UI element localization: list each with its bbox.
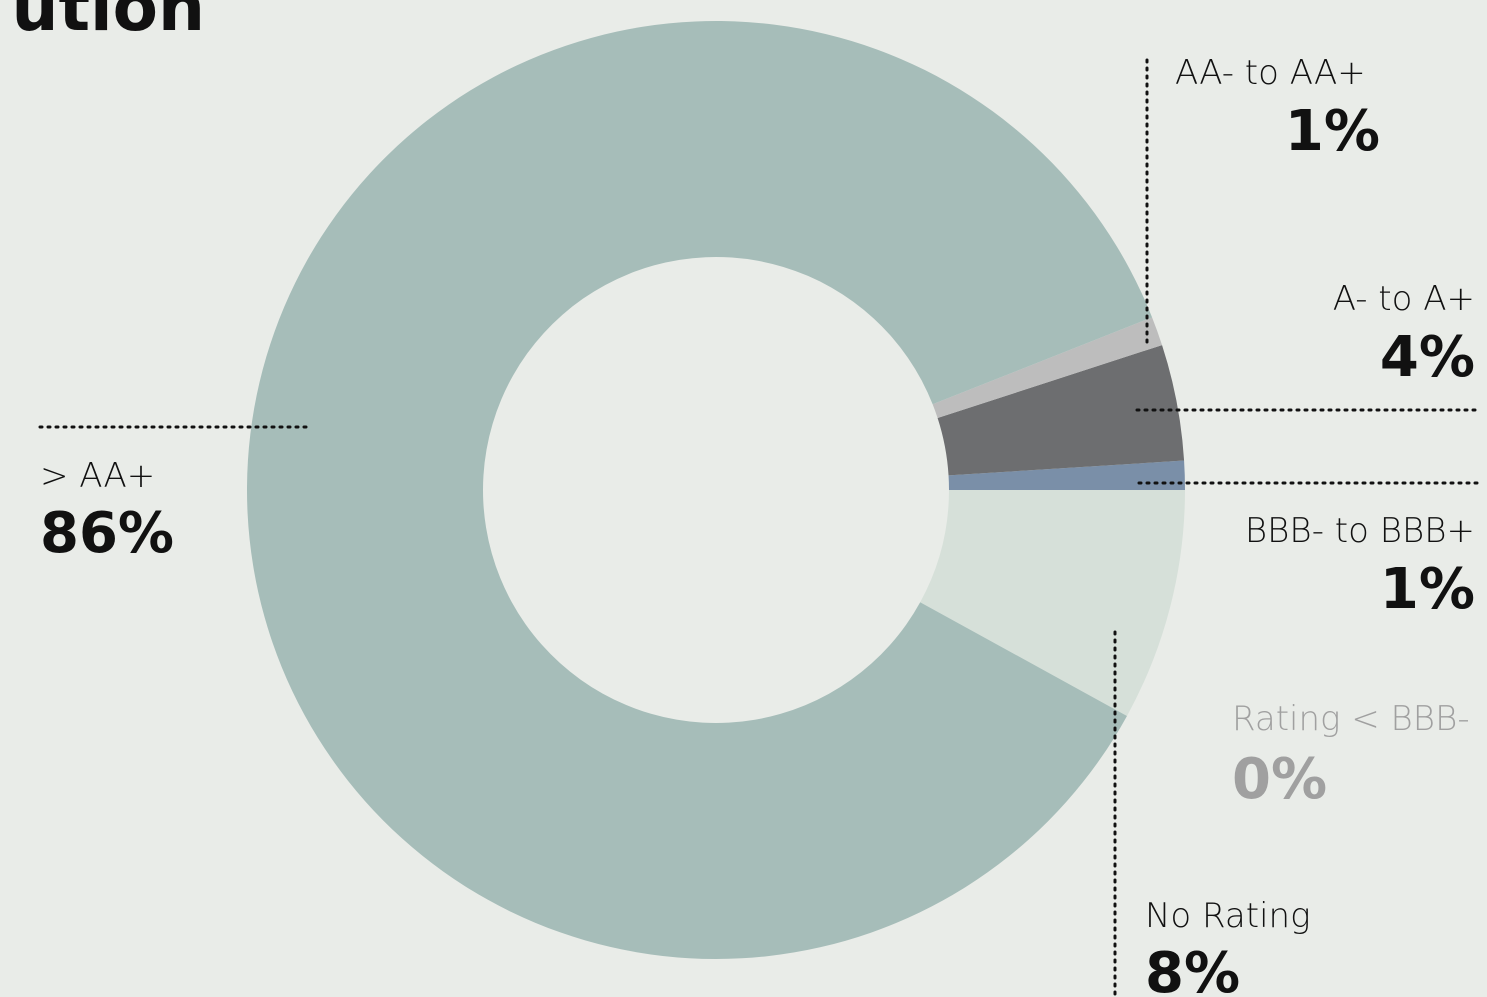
slice-label: BBB- to BBB+ [1245,511,1475,551]
value-label: 1% [1285,99,1380,164]
value-label: 1% [1380,557,1475,622]
slice [937,345,1185,476]
slice-label: > AA+ [40,456,155,496]
chart-title: ution [12,0,206,46]
leaders [38,58,1482,997]
slice-label: No Rating [1145,896,1310,936]
value-label: 0% [1232,747,1327,812]
slice [932,317,1163,418]
slice [247,20,1153,959]
slice [920,490,1185,716]
slice [948,460,1185,490]
value-label: 86% [40,501,174,566]
value-label: 4% [1380,325,1475,390]
slice-label: Rating < BBB- [1232,699,1470,739]
value-label: 8% [1145,941,1240,997]
slice-label: AA- to AA+ [1175,53,1366,93]
slice-label: A- to A+ [1333,279,1475,319]
